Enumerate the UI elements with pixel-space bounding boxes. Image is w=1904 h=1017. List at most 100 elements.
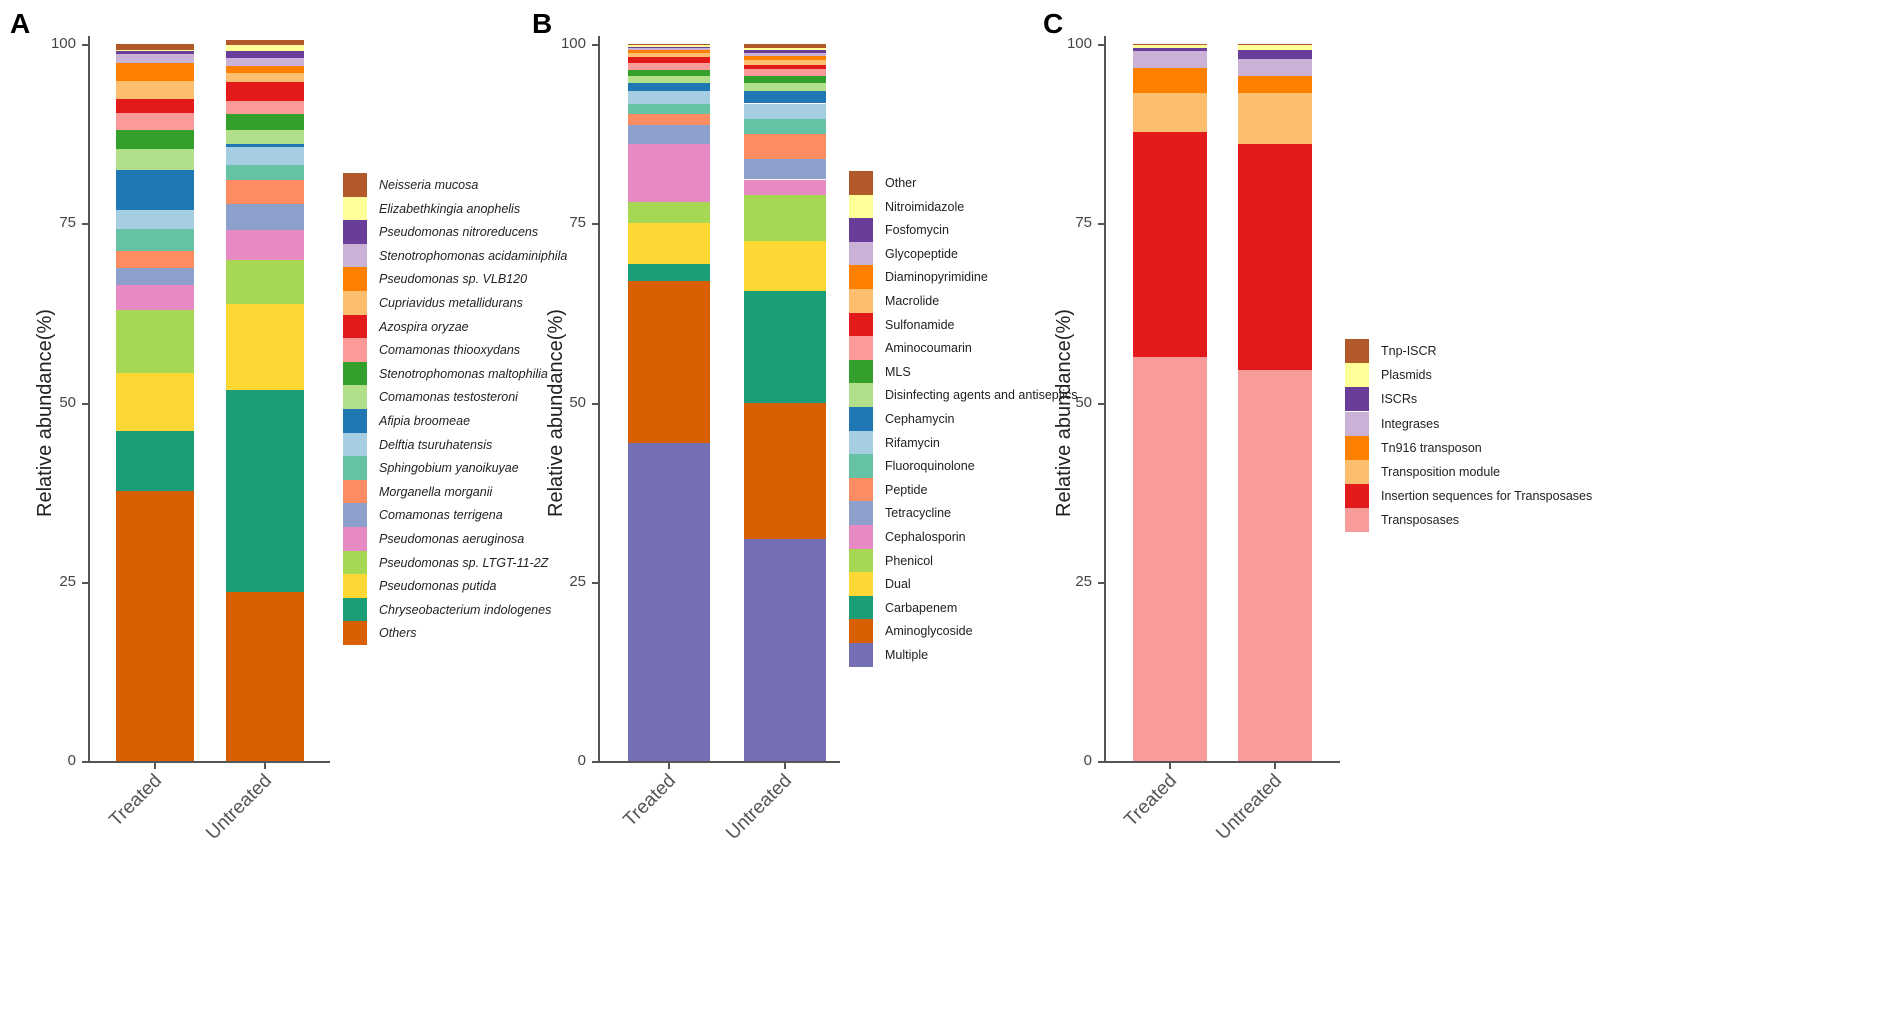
bar-segment[interactable] xyxy=(1238,93,1312,145)
bar-segment[interactable] xyxy=(744,69,826,77)
legend-item[interactable]: Phenicol xyxy=(849,548,933,574)
bar-segment[interactable] xyxy=(226,82,304,101)
bar-segment[interactable] xyxy=(1238,369,1312,761)
bar-segment[interactable] xyxy=(116,251,194,268)
bar-segment[interactable] xyxy=(116,210,194,229)
bar-segment[interactable] xyxy=(1238,50,1312,60)
bar-segment[interactable] xyxy=(1133,132,1207,357)
legend-item[interactable]: Transposition module xyxy=(1345,459,1500,485)
bar-segment[interactable] xyxy=(226,230,304,260)
bar-segment[interactable] xyxy=(744,241,826,292)
bar-segment[interactable] xyxy=(226,66,304,74)
bar-segment[interactable] xyxy=(226,259,304,304)
legend-item[interactable]: Cupriavidus metallidurans xyxy=(343,290,523,316)
bar-segment[interactable] xyxy=(744,44,826,49)
bar-segment[interactable] xyxy=(744,119,826,134)
legend-item[interactable]: Integrases xyxy=(1345,411,1439,437)
bar-segment[interactable] xyxy=(744,90,826,104)
bar-segment[interactable] xyxy=(226,165,304,180)
bar-segment[interactable] xyxy=(744,82,826,91)
bar-segment[interactable] xyxy=(1133,356,1207,761)
legend-item[interactable]: Tn916 transposon xyxy=(1345,435,1482,461)
bar-segment[interactable] xyxy=(628,75,710,84)
legend-item[interactable]: Carbapenem xyxy=(849,595,957,621)
legend-item[interactable]: Chryseobacterium indologenes xyxy=(343,597,551,623)
bar-segment[interactable] xyxy=(744,48,826,51)
legend-item[interactable]: Aminoglycoside xyxy=(849,618,973,644)
bar-segment[interactable] xyxy=(628,114,710,126)
bar-segment[interactable] xyxy=(116,44,194,50)
bar-segment[interactable] xyxy=(744,179,826,196)
bar-segment[interactable] xyxy=(116,54,194,63)
legend-item[interactable]: Comamonas thiooxydans xyxy=(343,337,520,363)
legend-item[interactable]: Sulfonamide xyxy=(849,312,955,338)
bar-segment[interactable] xyxy=(116,49,194,52)
legend-item[interactable]: Other xyxy=(849,170,916,196)
legend-item[interactable]: Cephamycin xyxy=(849,406,954,432)
bar-segment[interactable] xyxy=(1133,68,1207,94)
bar-segment[interactable] xyxy=(226,203,304,231)
bar-segment[interactable] xyxy=(1238,44,1312,46)
bar-segment[interactable] xyxy=(628,56,710,64)
legend-item[interactable]: Peptide xyxy=(849,477,927,503)
bar-segment[interactable] xyxy=(116,228,194,252)
bar-segment[interactable] xyxy=(226,146,304,166)
legend-item[interactable]: Stenotrophomonas acidaminiphila xyxy=(343,243,567,269)
bar-segment[interactable] xyxy=(226,143,304,147)
bar-segment[interactable] xyxy=(116,148,194,171)
bar-segment[interactable] xyxy=(1133,48,1207,52)
legend-item[interactable]: Pseudomonas sp. LTGT-11-2Z xyxy=(343,550,548,576)
bar-segment[interactable] xyxy=(628,50,710,54)
bar-segment[interactable] xyxy=(116,130,194,149)
bar-segment[interactable] xyxy=(226,303,304,390)
bar-segment[interactable] xyxy=(226,179,304,204)
legend-item[interactable]: Plasmids xyxy=(1345,362,1432,388)
bar-segment[interactable] xyxy=(628,69,710,76)
legend-item[interactable]: Pseudomonas aeruginosa xyxy=(343,526,524,552)
bar-segment[interactable] xyxy=(628,46,710,49)
bar-segment[interactable] xyxy=(744,291,826,404)
bar-segment[interactable] xyxy=(116,491,194,761)
legend-item[interactable]: Transposases xyxy=(1345,507,1459,533)
legend-item[interactable]: Fosfomycin xyxy=(849,217,949,243)
bar-segment[interactable] xyxy=(744,403,826,540)
legend-item[interactable]: Dual xyxy=(849,571,911,597)
legend-item[interactable]: Afipia broomeae xyxy=(343,408,470,434)
legend-item[interactable]: Insertion sequences for Transposases xyxy=(1345,483,1592,509)
bar-segment[interactable] xyxy=(628,63,710,70)
bar-segment[interactable] xyxy=(744,56,826,61)
bar-segment[interactable] xyxy=(1238,45,1312,51)
bar-segment[interactable] xyxy=(744,50,826,53)
bar-segment[interactable] xyxy=(1133,93,1207,133)
legend-item[interactable]: Pseudomonas nitroreducens xyxy=(343,219,538,245)
bar-segment[interactable] xyxy=(116,80,194,100)
legend-item[interactable]: Neisseria mucosa xyxy=(343,172,478,198)
bar-segment[interactable] xyxy=(116,284,194,310)
bar-segment[interactable] xyxy=(116,62,194,81)
bar-segment[interactable] xyxy=(116,310,194,374)
bar-segment[interactable] xyxy=(628,45,710,47)
bar-segment[interactable] xyxy=(628,83,710,92)
bar-segment[interactable] xyxy=(628,125,710,144)
legend-item[interactable]: Nitroimidazole xyxy=(849,194,964,220)
bar-segment[interactable] xyxy=(116,373,194,432)
legend-item[interactable]: Comamonas terrigena xyxy=(343,502,503,528)
bar-segment[interactable] xyxy=(116,112,194,131)
legend-item[interactable]: Elizabethkingia anophelis xyxy=(343,196,520,222)
bar-segment[interactable] xyxy=(628,264,710,281)
bar-segment[interactable] xyxy=(744,52,826,57)
bar-segment[interactable] xyxy=(226,73,304,82)
bar-segment[interactable] xyxy=(226,591,304,761)
legend-item[interactable]: Pseudomonas sp. VLB120 xyxy=(343,266,527,292)
bar-segment[interactable] xyxy=(226,45,304,52)
bar-segment[interactable] xyxy=(628,280,710,444)
legend-item[interactable]: Others xyxy=(343,620,417,646)
legend-item[interactable]: Disinfecting agents and antiseptics xyxy=(849,382,1077,408)
legend-item[interactable]: Diaminopyrimidine xyxy=(849,264,988,290)
bar-segment[interactable] xyxy=(1133,51,1207,69)
legend-item[interactable]: Macrolide xyxy=(849,288,939,314)
bar-segment[interactable] xyxy=(628,223,710,265)
legend-item[interactable]: Morganella morganii xyxy=(343,479,492,505)
bar-segment[interactable] xyxy=(744,159,826,180)
bar-segment[interactable] xyxy=(628,44,710,46)
